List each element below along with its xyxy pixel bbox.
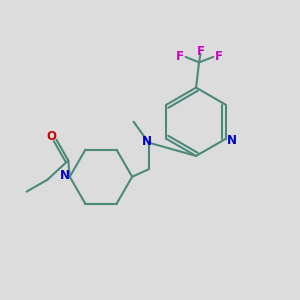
Text: F: F — [176, 50, 184, 64]
Text: O: O — [46, 130, 56, 143]
Text: N: N — [226, 134, 237, 147]
Text: F: F — [215, 50, 223, 64]
Text: F: F — [196, 44, 205, 58]
Text: N: N — [142, 136, 152, 148]
Text: N: N — [59, 169, 69, 182]
